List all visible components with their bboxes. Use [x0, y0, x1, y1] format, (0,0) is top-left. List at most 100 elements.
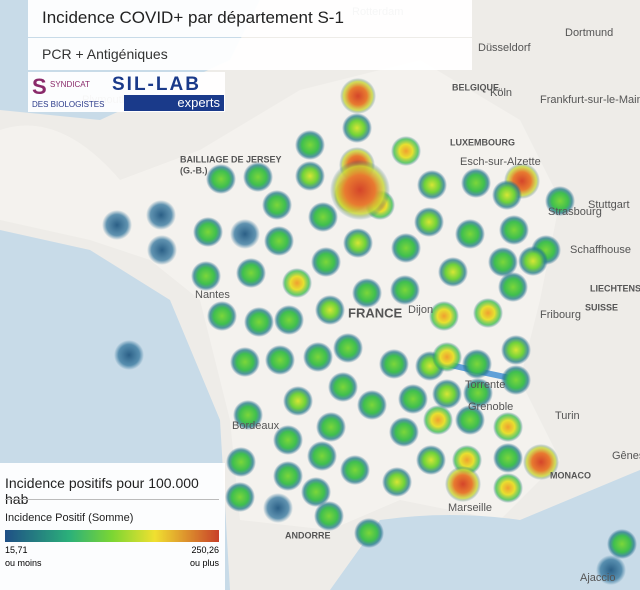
- map-label: Köln: [490, 87, 512, 99]
- logo-text: SIL-LAB: [112, 74, 201, 95]
- heat-spot: [382, 467, 412, 497]
- map-label: Fribourg: [540, 309, 581, 321]
- heat-spot: [315, 295, 345, 325]
- map-label: Schaffhouse: [570, 244, 631, 256]
- heat-spot: [114, 340, 144, 370]
- heat-spot: [545, 186, 575, 216]
- map-label: Düsseldorf: [478, 42, 532, 54]
- title: Incidence COVID+ par département S-1: [42, 8, 344, 27]
- map-label: LIECHTENSTEIN: [590, 283, 640, 293]
- map-label: (G.-B.): [180, 165, 208, 175]
- heat-spot: [423, 405, 453, 435]
- heat-spot: [307, 441, 337, 471]
- heat-spot: [463, 378, 493, 408]
- heat-spot: [102, 210, 132, 240]
- heat-spot: [357, 390, 387, 420]
- heat-spot: [328, 372, 358, 402]
- heat-spot: [461, 168, 491, 198]
- map-label: Gênes: [612, 450, 640, 462]
- logo-text: DES BIOLOGISTES: [32, 100, 105, 109]
- heat-spot: [295, 161, 325, 191]
- heat-spot: [226, 447, 256, 477]
- title-box: Incidence COVID+ par département S-1: [28, 0, 472, 37]
- sea: [330, 470, 640, 590]
- map-label: ANDORRE: [285, 530, 331, 540]
- heat-spot: [301, 477, 331, 507]
- heat-spot: [273, 425, 303, 455]
- color-scale: [5, 530, 219, 542]
- heat-spot: [596, 555, 626, 585]
- heat-spot: [207, 301, 237, 331]
- heat-spot: [342, 113, 372, 143]
- heat-spot: [263, 493, 293, 523]
- heat-spot: [445, 466, 481, 502]
- heat-spot: [389, 417, 419, 447]
- heat-spot: [244, 307, 274, 337]
- heat-spot: [265, 345, 295, 375]
- heat-spot: [146, 200, 176, 230]
- heat-spot: [316, 412, 346, 442]
- logo-box: S SYNDICAT DES BIOLOGISTES SIL-LAB exper…: [28, 72, 225, 112]
- logo-text: experts: [124, 95, 224, 111]
- heat-spot: [498, 272, 528, 302]
- heat-spot: [340, 78, 376, 114]
- map-label: SUISSE: [585, 302, 618, 312]
- map-label: Dijon: [408, 304, 433, 316]
- map-label: Frankfurt-sur-le-Main: [540, 94, 640, 106]
- heat-spot: [193, 217, 223, 247]
- map-label: Stuttgart: [588, 199, 630, 211]
- heat-spot: [206, 164, 236, 194]
- heat-spot: [499, 215, 529, 245]
- map-label: LUXEMBOURG: [450, 137, 515, 147]
- heat-spot: [455, 219, 485, 249]
- map-label: Nantes: [195, 289, 230, 301]
- heat-spot: [230, 347, 260, 377]
- heat-spot: [493, 473, 523, 503]
- heat-spot: [416, 445, 446, 475]
- legend-title: Incidence positifs pour 100.000 hab: [5, 475, 199, 507]
- heat-spot: [518, 246, 548, 276]
- heat-spot: [438, 257, 468, 287]
- heat-spot: [264, 226, 294, 256]
- map-label: BELGIQUE: [452, 82, 499, 92]
- min-note: ou moins: [5, 558, 42, 568]
- heat-spot: [282, 268, 312, 298]
- map-label: Strasbourg: [548, 206, 602, 218]
- gradient-bar: [5, 530, 219, 542]
- heat-spot: [191, 261, 221, 291]
- heat-spot: [390, 275, 420, 305]
- heat-spot: [274, 305, 304, 335]
- subtitle-box: PCR + Antigéniques: [28, 38, 472, 70]
- heat-spot: [391, 233, 421, 263]
- heat-spot: [330, 160, 390, 220]
- heat-spot: [398, 384, 428, 414]
- heat-spot: [379, 349, 409, 379]
- heat-spot: [233, 400, 263, 430]
- heat-spot: [501, 365, 531, 395]
- max-label: 250,26: [191, 545, 219, 555]
- map-label: Esch-sur-Alzette: [460, 156, 541, 168]
- heat-spot: [340, 455, 370, 485]
- map-label: MONACO: [550, 470, 591, 480]
- heat-spot: [429, 301, 459, 331]
- heat-spot: [311, 247, 341, 277]
- subtitle: PCR + Antigéniques: [42, 46, 168, 62]
- heat-spot: [273, 461, 303, 491]
- heat-spot: [493, 412, 523, 442]
- min-label: 15,71: [5, 545, 28, 555]
- heat-spot: [414, 207, 444, 237]
- heat-spot: [225, 482, 255, 512]
- heat-spot: [523, 444, 559, 480]
- map-label: Marseille: [448, 502, 492, 514]
- heat-spot: [343, 228, 373, 258]
- heat-spot: [243, 162, 273, 192]
- heat-spot: [147, 235, 177, 265]
- heat-spot: [455, 405, 485, 435]
- heat-spot: [432, 342, 462, 372]
- heat-spot: [417, 170, 447, 200]
- legend: Incidence positifs pour 100.000 hab Inci…: [0, 463, 225, 590]
- map-label: Torrente: [465, 379, 505, 391]
- heat-spot: [295, 130, 325, 160]
- heat-spot: [303, 342, 333, 372]
